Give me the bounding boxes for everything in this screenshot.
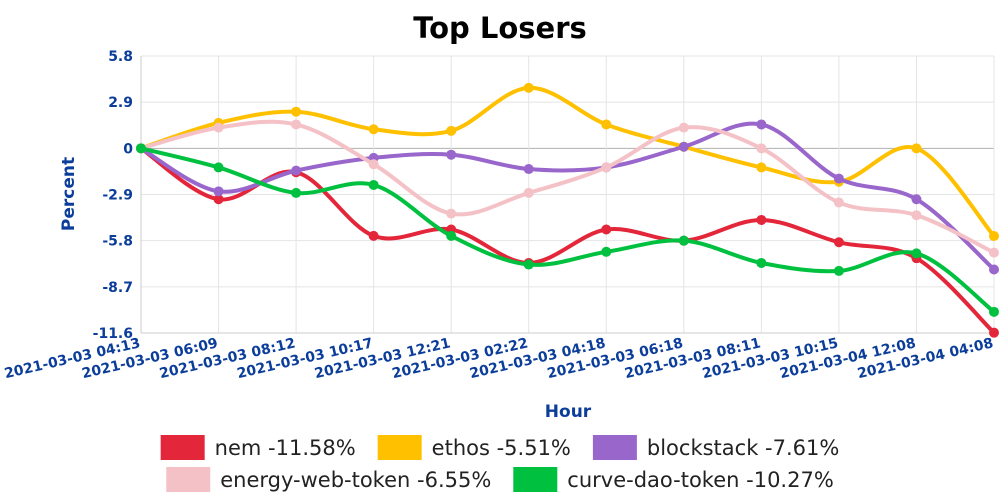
data-point bbox=[601, 162, 612, 173]
data-point bbox=[446, 125, 457, 136]
chart-title: Top Losers bbox=[413, 11, 587, 45]
data-point bbox=[756, 214, 767, 225]
series-group bbox=[136, 82, 999, 338]
data-point bbox=[523, 259, 534, 270]
legend-label: energy-web-token -6.55% bbox=[220, 468, 491, 492]
data-point bbox=[291, 165, 302, 176]
series-blockstack bbox=[136, 119, 999, 275]
legend-swatch bbox=[166, 467, 211, 492]
data-point bbox=[989, 247, 999, 258]
legend-item-blockstack: blockstack -7.61% bbox=[592, 435, 839, 460]
legend-swatch bbox=[513, 467, 558, 492]
data-point bbox=[446, 230, 457, 241]
series-ethos bbox=[136, 82, 999, 242]
series-line bbox=[139, 146, 996, 314]
legend-label: nem -11.58% bbox=[215, 436, 356, 460]
data-point bbox=[756, 143, 767, 154]
data-point bbox=[756, 257, 767, 268]
series-line bbox=[139, 121, 996, 272]
data-point bbox=[911, 194, 922, 205]
y-tick-label: 0 bbox=[123, 141, 133, 157]
data-point bbox=[678, 141, 689, 152]
legend: nem -11.58% ethos -5.51% blockstack -7.61%… bbox=[160, 435, 839, 492]
data-point bbox=[523, 164, 534, 175]
y-tick-label: -8.7 bbox=[102, 280, 133, 296]
y-axis-ticks: 5.8 2.9 0 -2.9 -5.8 -8.7 -11.6 bbox=[93, 49, 134, 342]
data-point bbox=[678, 235, 689, 246]
data-point bbox=[213, 194, 224, 205]
data-point bbox=[833, 173, 844, 184]
data-point bbox=[911, 210, 922, 221]
data-point bbox=[446, 208, 457, 219]
data-point bbox=[601, 119, 612, 130]
data-point bbox=[756, 119, 767, 130]
data-point bbox=[291, 106, 302, 117]
data-point bbox=[368, 230, 379, 241]
data-point bbox=[368, 124, 379, 135]
legend-item-curve-dao-token: curve-dao-token -10.27% bbox=[513, 467, 834, 492]
axes bbox=[140, 56, 994, 334]
data-point bbox=[989, 264, 999, 275]
data-point bbox=[213, 186, 224, 197]
legend-label: ethos -5.51% bbox=[432, 436, 571, 460]
data-point bbox=[833, 265, 844, 276]
data-point bbox=[291, 119, 302, 130]
legend-item-ethos: ethos -5.51% bbox=[377, 435, 571, 460]
series-curve-dao-token bbox=[136, 143, 999, 317]
y-tick-label: -2.9 bbox=[102, 188, 133, 204]
y-tick-label: -5.8 bbox=[102, 234, 133, 250]
data-point bbox=[911, 248, 922, 259]
data-point bbox=[213, 162, 224, 173]
data-point bbox=[368, 159, 379, 170]
data-point bbox=[601, 246, 612, 257]
data-point bbox=[136, 143, 146, 154]
legend-label: blockstack -7.61% bbox=[647, 436, 839, 460]
data-point bbox=[213, 122, 224, 133]
y-tick-label: 5.8 bbox=[108, 49, 133, 65]
y-axis-title: Percent bbox=[59, 157, 79, 231]
legend-swatch bbox=[160, 435, 205, 460]
data-point bbox=[833, 197, 844, 208]
data-point bbox=[756, 162, 767, 173]
data-point bbox=[523, 187, 534, 198]
legend-swatch bbox=[592, 435, 637, 460]
y-tick-label: 2.9 bbox=[108, 95, 133, 111]
grid bbox=[140, 55, 995, 334]
data-point bbox=[911, 143, 922, 154]
legend-label: curve-dao-token -10.27% bbox=[567, 468, 833, 492]
data-point bbox=[989, 327, 999, 338]
x-axis-title: Hour bbox=[545, 402, 592, 422]
data-point bbox=[989, 231, 999, 242]
legend-swatch bbox=[377, 435, 422, 460]
data-point bbox=[601, 224, 612, 235]
data-point bbox=[833, 237, 844, 248]
legend-item-energy-web-token: energy-web-token -6.55% bbox=[166, 467, 491, 492]
y-tick-label: -11.6 bbox=[93, 326, 133, 342]
data-point bbox=[523, 82, 534, 93]
data-point bbox=[291, 187, 302, 198]
data-point bbox=[446, 149, 457, 160]
data-point bbox=[368, 179, 379, 190]
data-point bbox=[989, 306, 999, 317]
legend-item-nem: nem -11.58% bbox=[160, 435, 356, 460]
data-point bbox=[678, 122, 689, 133]
series-line bbox=[139, 85, 996, 239]
